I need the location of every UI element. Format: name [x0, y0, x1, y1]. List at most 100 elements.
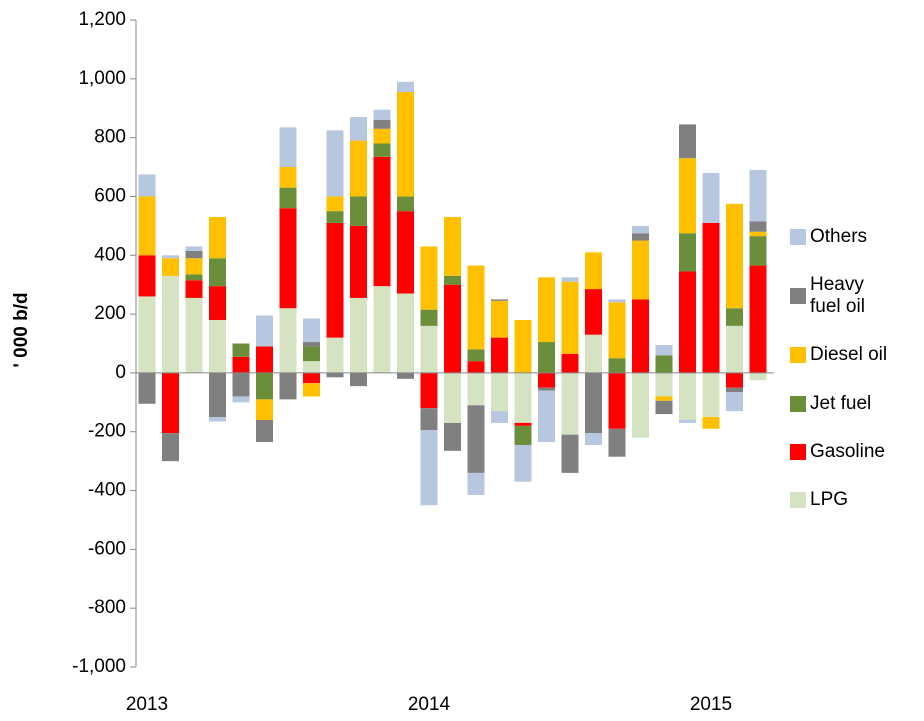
bar-segment — [397, 81, 414, 93]
bar-segment — [585, 289, 602, 335]
bar-segment — [397, 372, 414, 379]
bar-segment — [655, 344, 673, 356]
legend-item: Others — [790, 226, 896, 248]
bar-segment — [350, 225, 367, 298]
bar-segment — [373, 286, 391, 373]
bar-segment — [749, 169, 767, 222]
legend-swatch — [790, 395, 806, 412]
bar-segment — [491, 299, 508, 301]
bar-segment — [420, 246, 438, 310]
bar-segment — [256, 399, 273, 420]
legend-item: Jet fuel — [790, 393, 896, 415]
bar-segment — [279, 372, 297, 400]
bar-segment — [232, 343, 250, 357]
bar-segment — [514, 319, 532, 373]
bar-segment — [279, 308, 297, 373]
legend-item: Diesel oil — [790, 344, 896, 366]
bar-segment — [209, 319, 226, 373]
bar-segment — [632, 372, 649, 438]
bar-segment — [585, 252, 602, 290]
bar-segment — [726, 372, 743, 388]
bar-segment — [326, 222, 344, 338]
bar-segment — [749, 231, 767, 237]
bar-segment — [232, 396, 250, 403]
legend-label: Heavy fuel oil — [810, 274, 865, 318]
bar-segment — [702, 222, 720, 373]
bar-segment — [749, 221, 767, 232]
x-tick-label: 2013 — [126, 694, 168, 715]
legend-swatch — [790, 229, 806, 245]
bar-segment — [209, 217, 226, 259]
y-tick-label: 400 — [94, 244, 126, 265]
bar-segment — [726, 387, 743, 393]
y-tick-label: -600 — [88, 538, 126, 559]
bar-segment — [679, 419, 696, 423]
bar-segment — [209, 258, 226, 287]
bar-segment — [538, 372, 555, 388]
legend-label: Gasoline — [810, 440, 885, 462]
bar-segment — [561, 434, 579, 473]
bar-segment — [303, 361, 320, 373]
bar-segment — [726, 203, 743, 309]
bar-segment — [420, 372, 438, 409]
bar-segment — [350, 372, 367, 387]
bar-segment — [162, 275, 179, 373]
bar-segment — [350, 297, 367, 373]
bar-segment — [138, 174, 156, 197]
y-tick-label: -1,000 — [72, 656, 126, 677]
bar-segment — [585, 433, 602, 445]
bar-segment — [397, 196, 414, 212]
y-tick-label: 1,200 — [78, 9, 126, 30]
bar-segment — [420, 430, 438, 506]
bar-segment — [491, 411, 508, 423]
bar-segment — [467, 349, 485, 362]
bar-segment — [491, 300, 508, 338]
bar-segment — [726, 308, 743, 326]
bar-segment — [514, 444, 532, 482]
bar-segment — [444, 284, 461, 373]
bar-segment — [185, 297, 203, 373]
bar-segment — [185, 258, 203, 275]
bar-segment — [279, 187, 297, 209]
bar-segment — [303, 372, 320, 384]
bar-segment — [608, 358, 626, 373]
bar-segment — [256, 315, 273, 347]
bar-segment — [350, 117, 367, 141]
y-tick-label: 0 — [115, 362, 126, 383]
bar-segment — [232, 356, 250, 373]
bar-segment — [162, 433, 179, 462]
bar-segment — [373, 119, 391, 129]
bar-segment — [679, 271, 696, 373]
bar-segment — [514, 425, 532, 445]
bar-segment — [608, 299, 626, 303]
bar-segment — [561, 277, 579, 282]
bar-segment — [632, 299, 649, 373]
bar-segment — [467, 405, 485, 473]
legend-label: LPG — [810, 488, 849, 510]
bar-segment — [491, 372, 508, 412]
bar-segment — [702, 172, 720, 223]
bar-segment — [326, 372, 344, 378]
bar-segment — [138, 255, 156, 297]
bar-segment — [679, 158, 696, 234]
bar-segment — [256, 419, 273, 443]
bar-segment — [162, 372, 179, 434]
bar-segment — [185, 280, 203, 298]
bar-segment — [561, 353, 579, 373]
bar-segment — [561, 281, 579, 354]
bar-segment — [538, 390, 555, 443]
bar-segment — [726, 325, 743, 373]
bar-segment — [749, 372, 767, 381]
y-tick-label: 800 — [94, 127, 126, 148]
bar-segment — [326, 130, 344, 197]
legend-item: Gasoline — [790, 441, 896, 463]
bar-segment — [162, 255, 179, 259]
y-axis-label: ' 000 b/d — [11, 292, 32, 367]
bar-segment — [420, 325, 438, 373]
y-tick-label: 200 — [94, 303, 126, 324]
bar-segment — [702, 372, 720, 418]
legend-label: Others — [810, 226, 868, 247]
bar-segment — [702, 417, 720, 429]
bar-segment — [749, 265, 767, 373]
